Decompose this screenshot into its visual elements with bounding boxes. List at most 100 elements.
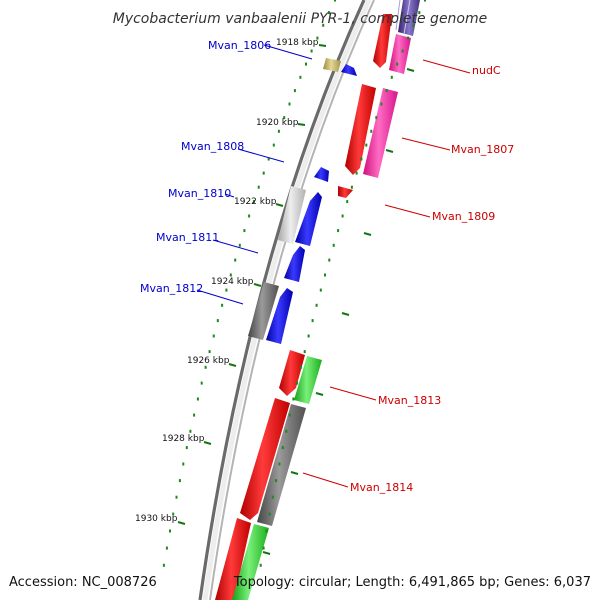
outer-dot [259, 563, 262, 567]
outer-dot [315, 303, 318, 307]
inner-dot [238, 243, 241, 247]
label-nudc[interactable]: nudC [472, 64, 501, 77]
label-mvan-1813[interactable]: Mvan_1813 [378, 394, 441, 407]
genome-summary-text: Topology: circular; Length: 6,491,865 bp… [233, 575, 591, 590]
outer-dot [407, 36, 410, 40]
inner-dot [277, 129, 280, 133]
outer-dot [346, 200, 349, 204]
label-mvan-1808[interactable]: Mvan_1808 [181, 140, 244, 153]
outer-dot [292, 397, 295, 401]
tick-mark-1926 [228, 363, 237, 367]
tick-mark-1920 [297, 123, 306, 126]
cog-block-mvan-1813-green [294, 356, 322, 404]
outer-tick-1 [406, 68, 415, 72]
inner-dot [225, 288, 228, 292]
cog-block-purple [398, 0, 420, 36]
gene-arrow-mvan-1810-reverse[interactable] [295, 192, 322, 246]
label-mvan-1809[interactable]: Mvan_1809 [432, 210, 495, 223]
leader-mvan-1813 [329, 386, 377, 401]
leader-mvan-1810 [224, 193, 235, 198]
map-title: Mycobacterium vanbaalenii PYR-1, complet… [113, 11, 488, 27]
cog-block-mvan-1810-lightgray [278, 186, 306, 244]
outer-dot [268, 512, 271, 516]
outer-dot [332, 243, 335, 247]
gene-arrow-mvan-1809-forward[interactable] [338, 186, 353, 198]
tick-label-1928: 1928 kbp [162, 434, 205, 444]
tick-label-1918: 1918 kbp [276, 38, 319, 48]
outer-dot [303, 350, 306, 354]
outer-dot [337, 229, 340, 233]
inner-dot [185, 446, 188, 450]
reverse-strand-track [266, 64, 357, 344]
outer-dot [385, 89, 388, 93]
outer-dot [375, 116, 378, 120]
gene-arrow-mvan-1807-forward[interactable] [345, 84, 376, 175]
outer-dot [311, 319, 314, 323]
leader-nudc [422, 59, 471, 74]
inner-dot [178, 479, 181, 483]
gene-arrow-next-forward[interactable] [215, 518, 251, 600]
leader-mvan-1809 [384, 204, 431, 218]
inner-dot [172, 512, 175, 516]
cog-block-mvan-1807-pink [363, 88, 398, 178]
inner-dot [165, 546, 168, 550]
label-mvan-1812[interactable]: Mvan_1812 [140, 282, 203, 295]
outer-dot [275, 479, 278, 483]
outer-dot [285, 429, 288, 433]
label-mvan-1806[interactable]: Mvan_1806 [208, 39, 271, 52]
gene-arrow-mvan-1812-reverse[interactable] [266, 288, 293, 344]
label-mvan-1810[interactable]: Mvan_1810 [168, 187, 231, 200]
outer-dot [360, 157, 363, 161]
tick-label-1924: 1924 kbp [211, 277, 254, 287]
gene-arrow-mvan-1806-reverse[interactable] [341, 64, 357, 76]
cog-block-mvan-1806-khaki [323, 58, 341, 72]
inner-dot [169, 529, 171, 533]
inner-dot [252, 200, 255, 204]
inner-dot [283, 116, 286, 120]
outer-dot [328, 258, 331, 262]
inner-dot [216, 319, 219, 323]
label-mvan-1811[interactable]: Mvan_1811 [156, 231, 219, 244]
outer-dot [355, 171, 358, 175]
gene-arrow-mvan-1808-reverse[interactable] [314, 167, 329, 182]
leader-mvan-1806 [263, 44, 313, 60]
inner-dot [299, 75, 302, 79]
inner-dot [196, 397, 199, 401]
outer-tick-5 [315, 392, 324, 396]
outer-dot [418, 11, 421, 15]
inner-dot [212, 334, 215, 338]
outer-dot [288, 413, 291, 417]
right-gene-labels: nudC Mvan_1807 Mvan_1809 Mvan_1813 Mvan_… [302, 59, 514, 494]
left-gene-labels: Mvan_1806 Mvan_1808 Mvan_1810 Mvan_1811 … [140, 39, 313, 305]
gene-arrow-mvan-1811-reverse[interactable] [284, 246, 305, 282]
inner-dot [267, 157, 270, 161]
cog-block-mvan-1812-gray [248, 282, 279, 340]
tick-label-1926: 1926 kbp [187, 356, 230, 366]
outer-dot [299, 365, 302, 369]
outer-dot [401, 49, 404, 53]
outer-dot [265, 529, 268, 533]
inner-dot [322, 23, 325, 27]
outer-dot [424, 0, 426, 2]
leader-mvan-1808 [237, 148, 285, 163]
inner-dot [334, 0, 336, 2]
outer-dot [319, 288, 322, 292]
label-mvan-1807[interactable]: Mvan_1807 [451, 143, 514, 156]
outer-dot [370, 129, 373, 133]
inner-dot [234, 258, 237, 262]
label-mvan-1814[interactable]: Mvan_1814 [350, 481, 413, 494]
inner-dot [175, 495, 178, 499]
tick-mark-1918 [318, 44, 327, 47]
outer-tick-4 [341, 312, 350, 316]
gene-arrow-mvan-1814-forward[interactable] [240, 398, 290, 520]
outer-dot [380, 102, 383, 106]
inner-dot [310, 49, 313, 53]
gene-arrow-mvan-1813-forward[interactable] [279, 350, 305, 396]
inner-dot [221, 303, 224, 307]
gene-arrow-nudc-forward[interactable] [373, 14, 392, 68]
tick-label-1930: 1930 kbp [135, 514, 178, 524]
outer-tick-2 [385, 149, 394, 153]
inner-dot [272, 143, 275, 147]
outer-dot [281, 446, 284, 450]
outer-dot [262, 546, 265, 550]
